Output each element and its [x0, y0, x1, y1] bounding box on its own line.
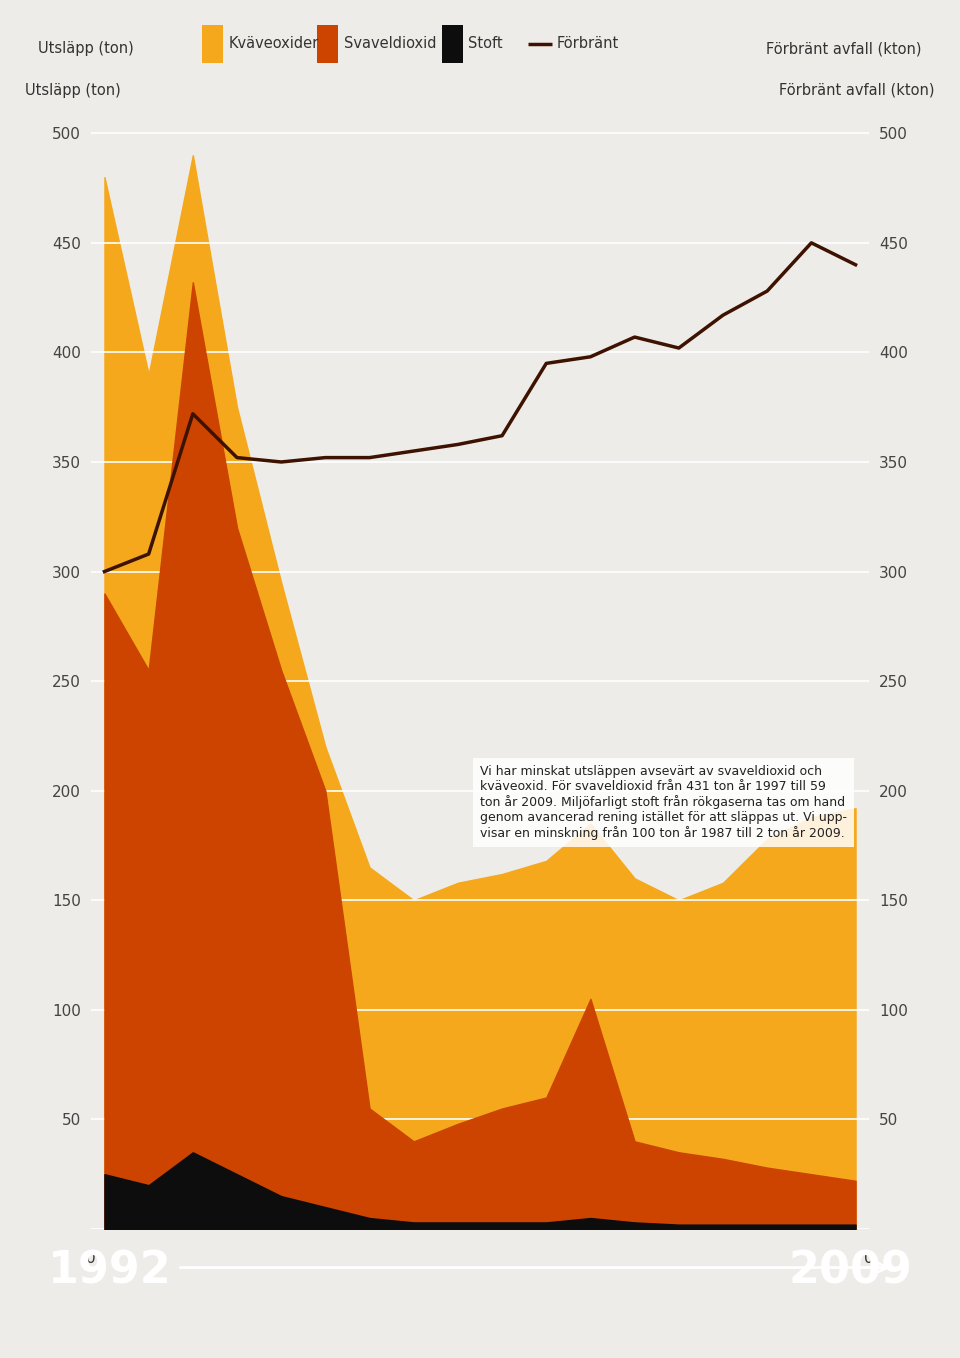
- FancyBboxPatch shape: [202, 26, 223, 64]
- Text: Utsläpp (ton): Utsläpp (ton): [38, 41, 134, 56]
- Text: Stoft: Stoft: [468, 37, 503, 52]
- Text: Kväveoxider: Kväveoxider: [228, 37, 319, 52]
- Text: Förbränt avfall (kton): Förbränt avfall (kton): [766, 41, 922, 56]
- Text: Utsläpp (ton): Utsläpp (ton): [25, 83, 121, 98]
- Text: 0: 0: [86, 1251, 96, 1267]
- Text: 1992: 1992: [48, 1249, 172, 1293]
- Text: Förbränt avfall (kton): Förbränt avfall (kton): [780, 83, 935, 98]
- Text: Vi har minskat utsläppen avsevärt av svaveldioxid och
kväveoxid. För svaveldioxi: Vi har minskat utsläppen avsevärt av sva…: [480, 765, 847, 841]
- Text: Förbränt: Förbränt: [557, 37, 619, 52]
- Text: Svaveldioxid: Svaveldioxid: [344, 37, 436, 52]
- FancyBboxPatch shape: [442, 26, 463, 64]
- FancyBboxPatch shape: [317, 26, 338, 64]
- Text: 0: 0: [864, 1251, 874, 1267]
- Text: 2009: 2009: [788, 1249, 912, 1293]
